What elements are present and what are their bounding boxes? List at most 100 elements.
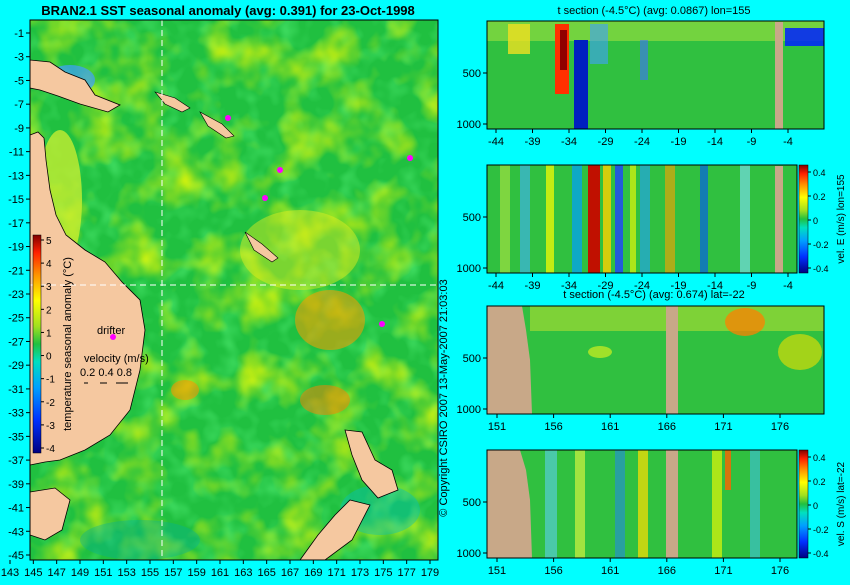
y-tick-label: 500 [463,212,481,224]
panel1-mask [775,22,783,129]
sst-colorbar-label: temperature seasonal anomaly (°C) [62,257,74,431]
y-tick-label: -1 [14,28,24,40]
x-tick-label: -4 [783,136,793,148]
x-tick-label: -19 [671,136,687,148]
x-tick-label: 176 [771,565,789,577]
x-tick-label: 151 [488,565,506,577]
y-tick-label: -11 [9,147,24,159]
x-tick-label: 159 [187,567,205,579]
copyright-text: © Copyright CSIRO 2007 13-May-2007 21:03… [438,279,450,516]
nz-north-island [344,429,399,499]
x-tick-label: -29 [598,280,614,292]
y-tick-label: 1000 [457,119,481,131]
colorbar-tick-label: 2 [46,305,52,316]
x-tick-label: -4 [783,280,793,292]
panel3-land-mask [487,306,532,414]
sst-colorbar [32,234,42,454]
panel4-x-ticks: 151 156 161 166 171 176 [488,558,789,577]
panel1-x-ticks: -44 -39 -34 -29 -24 -19 -14 -9 -4 [488,129,793,148]
map-y-ticks: -1 -3 -5 -7 -9 -11 -13 -15 -17 -19 -21 -23 -25 -27 -29… [8,28,30,562]
x-tick-label: 171 [714,421,732,433]
x-tick-label: -34 [561,280,577,292]
sst-colorbar-ticks: 5 4 3 2 1 0 -1 -2 -3 -4 [41,236,55,455]
y-tick-label: -35 [8,431,24,443]
panel1-section [486,20,825,130]
colorbar-tick-label: 0.2 [813,477,826,487]
x-tick-label: 171 [714,565,732,577]
velocity-label: velocity (m/s) [84,353,149,365]
drifter-marker [225,115,231,121]
panel1-cool [640,40,648,80]
y-tick-label: -37 [8,455,24,467]
panel2-colorbar-label: vel. E (m/s) lon=155 [836,174,847,264]
panel4-band [750,450,760,558]
x-tick-label: -14 [707,136,723,148]
colorbar-tick-label: 3 [46,282,52,293]
panel2-band [630,165,636,273]
x-tick-label: 171 [327,567,345,579]
colorbar-tick-label: -1 [46,375,55,386]
map-frame [29,19,439,561]
y-tick-label: -7 [14,99,24,111]
x-tick-label: -39 [525,136,541,148]
x-tick-label: 169 [304,567,322,579]
x-tick-label: 145 [24,567,42,579]
x-tick-label: 155 [141,567,159,579]
y-tick-label: 1000 [457,263,481,275]
colorbar-tick-label: 0 [46,352,52,363]
panel2-band [500,165,510,273]
x-tick-label: 149 [71,567,89,579]
x-tick-label: 166 [658,421,676,433]
x-tick-label: 161 [601,565,619,577]
y-tick-label: -9 [14,123,24,135]
australia-land [29,131,146,466]
warm-patch [295,290,365,350]
panel3-frame [486,305,825,415]
colorbar-tick-label: -2 [46,398,55,409]
panel2-band [700,165,708,273]
sst-map: 5 4 3 2 1 0 -1 -2 -3 -4 temperature seasonal anom… [29,19,439,561]
y-tick-label: -27 [8,336,24,348]
panel2-band [588,165,600,273]
map-x-ticks: 143 145 147 149 151 153 155 157 159 161 163 165 167 1… [1,560,439,579]
x-tick-label: -24 [634,280,650,292]
drifter-marker [262,195,268,201]
panel4-y-ticks: 500 1000 [457,497,487,560]
y-tick-label: -13 [8,170,24,182]
y-tick-label: -5 [14,75,24,87]
y-tick-label: -3 [14,52,24,64]
y-tick-label: -19 [8,242,24,254]
y-tick-label: -39 [8,479,24,491]
warm-patch [171,380,199,400]
colorbar-tick-label: -0.4 [813,264,829,274]
drifter-marker [379,321,385,327]
x-tick-label: 175 [374,567,392,579]
colorbar-tick-label: 0.2 [813,192,826,202]
y-tick-label: 1000 [457,548,481,560]
x-tick-label: 157 [164,567,182,579]
panel2-band [615,165,623,273]
panel1-cool [590,24,608,64]
panel4-band [575,450,585,558]
solomon-islands-land [199,111,235,139]
panel3-mask [666,306,678,414]
x-tick-label: -29 [598,136,614,148]
panel2-band [640,165,650,273]
panel4-band [545,450,557,558]
drifter-marker [110,334,116,340]
panel3-title: t section (-4.5°C) (avg: 0.674) lat=-22 [563,289,744,301]
x-tick-label: 166 [658,565,676,577]
y-tick-label: -41 [8,503,24,515]
y-tick-label: 500 [463,497,481,509]
panel2-mask [775,166,783,273]
x-tick-label: 147 [47,567,65,579]
panel4-frame [486,449,798,559]
x-tick-label: 151 [94,567,112,579]
y-tick-label: -43 [8,526,24,538]
panel4-band [638,450,648,558]
x-tick-label: -9 [747,280,757,292]
x-tick-label: -14 [707,280,723,292]
panel1-frame [486,20,825,130]
x-tick-label: -39 [525,280,541,292]
panel2-band [603,165,611,273]
